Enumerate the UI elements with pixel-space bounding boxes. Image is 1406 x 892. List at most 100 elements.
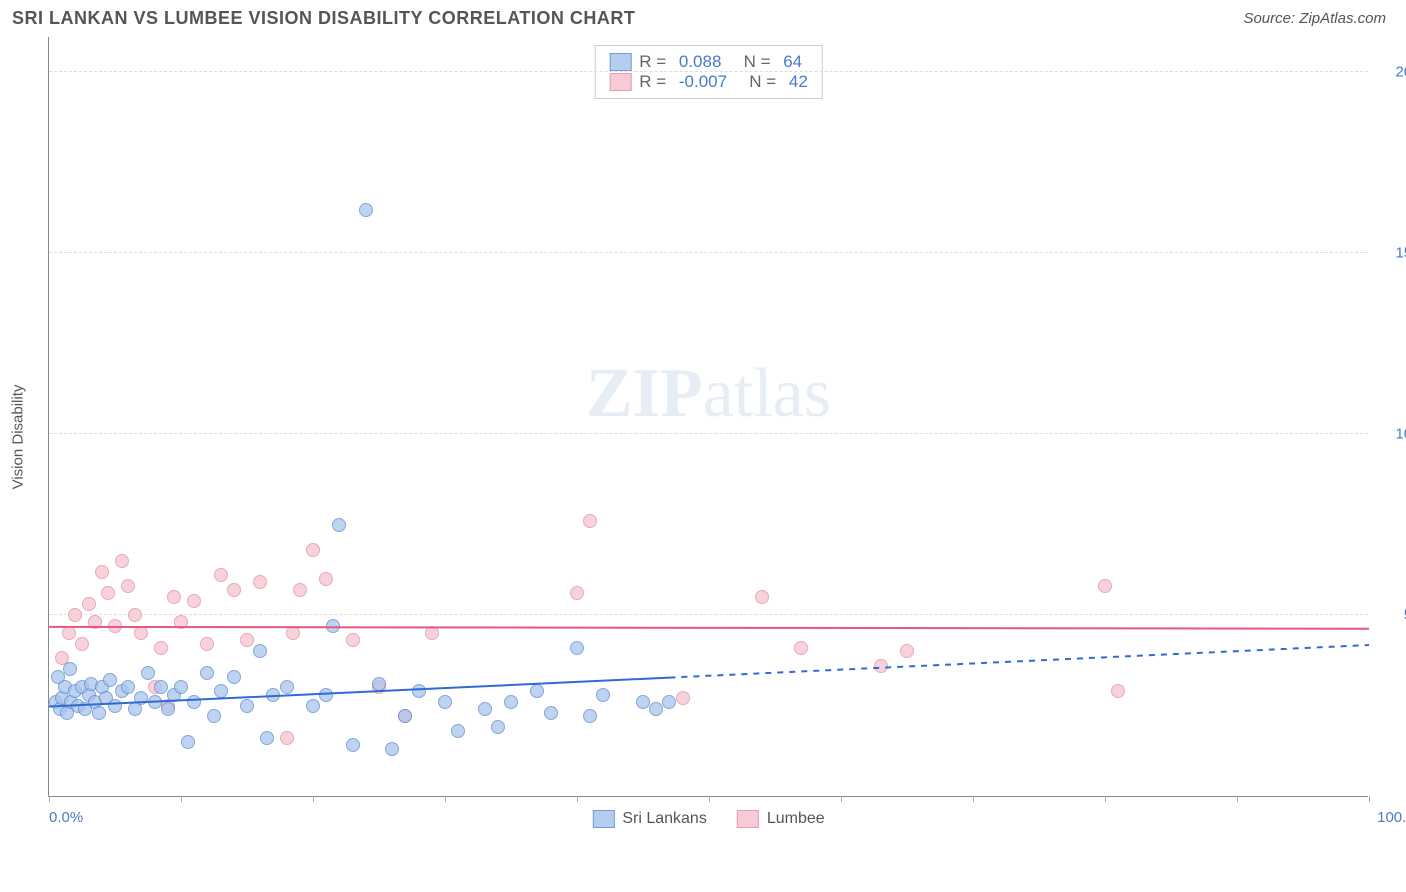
point-blue: [332, 518, 346, 532]
point-pink: [62, 626, 76, 640]
point-blue: [530, 684, 544, 698]
point-blue: [649, 702, 663, 716]
point-blue: [174, 680, 188, 694]
point-blue: [412, 684, 426, 698]
point-blue: [240, 699, 254, 713]
y-tick-label: 10.0%: [1378, 426, 1406, 443]
point-blue: [108, 699, 122, 713]
trendlines: [49, 37, 1369, 797]
point-blue: [326, 619, 340, 633]
point-blue: [154, 680, 168, 694]
series-legend: Sri Lankans Lumbee: [592, 810, 824, 828]
point-blue: [253, 644, 267, 658]
point-blue: [636, 695, 650, 709]
x-tick-mark: [1105, 796, 1106, 802]
x-axis-min-label: 0.0%: [49, 809, 83, 826]
point-pink: [214, 568, 228, 582]
point-blue: [491, 720, 505, 734]
swatch-blue-icon: [609, 53, 631, 71]
y-tick-label: 5.0%: [1378, 607, 1406, 624]
point-pink: [200, 637, 214, 651]
point-pink: [794, 641, 808, 655]
watermark: ZIPatlas: [586, 354, 831, 434]
point-pink: [1098, 579, 1112, 593]
point-pink: [583, 514, 597, 528]
point-blue: [280, 680, 294, 694]
point-blue: [478, 702, 492, 716]
point-blue: [227, 670, 241, 684]
x-tick-mark: [577, 796, 578, 802]
x-tick-mark: [709, 796, 710, 802]
point-blue: [200, 666, 214, 680]
y-axis-label: Vision Disability: [10, 385, 27, 490]
chart-title: SRI LANKAN VS LUMBEE VISION DISABILITY C…: [12, 8, 635, 29]
point-blue: [544, 706, 558, 720]
x-tick-mark: [1237, 796, 1238, 802]
point-pink: [227, 583, 241, 597]
point-blue: [266, 688, 280, 702]
point-pink: [293, 583, 307, 597]
x-axis-max-label: 100.0%: [1377, 809, 1406, 826]
point-pink: [95, 565, 109, 579]
point-pink: [346, 633, 360, 647]
point-pink: [306, 543, 320, 557]
point-pink: [82, 597, 96, 611]
x-tick-mark: [181, 796, 182, 802]
point-pink: [108, 619, 122, 633]
point-pink: [167, 590, 181, 604]
point-blue: [372, 677, 386, 691]
plot-region: ZIPatlas R = 0.088 N = 64 R = -0.007 N =…: [48, 37, 1368, 797]
point-blue: [438, 695, 452, 709]
point-blue: [359, 203, 373, 217]
point-blue: [134, 691, 148, 705]
x-tick-mark: [313, 796, 314, 802]
point-blue: [181, 735, 195, 749]
x-tick-mark: [1369, 796, 1370, 802]
point-blue: [207, 709, 221, 723]
stats-row-pink: R = -0.007 N = 42: [609, 72, 808, 92]
swatch-pink-icon: [737, 810, 759, 828]
point-blue: [346, 738, 360, 752]
point-pink: [68, 608, 82, 622]
point-blue: [319, 688, 333, 702]
point-pink: [280, 731, 294, 745]
point-blue: [214, 684, 228, 698]
point-pink: [874, 659, 888, 673]
gridline: [49, 614, 1368, 615]
chart-area: Vision Disability ZIPatlas R = 0.088 N =…: [48, 37, 1386, 837]
y-tick-label: 15.0%: [1378, 245, 1406, 262]
point-blue: [141, 666, 155, 680]
point-pink: [128, 608, 142, 622]
point-pink: [253, 575, 267, 589]
point-blue: [121, 680, 135, 694]
point-blue: [103, 673, 117, 687]
point-pink: [88, 615, 102, 629]
gridline: [49, 433, 1368, 434]
point-pink: [187, 594, 201, 608]
point-pink: [134, 626, 148, 640]
point-pink: [570, 586, 584, 600]
point-blue: [451, 724, 465, 738]
point-pink: [240, 633, 254, 647]
x-tick-mark: [445, 796, 446, 802]
point-pink: [425, 626, 439, 640]
y-tick-label: 20.0%: [1378, 64, 1406, 81]
legend-item-pink: Lumbee: [737, 810, 825, 828]
point-pink: [75, 637, 89, 651]
point-blue: [583, 709, 597, 723]
point-blue: [92, 706, 106, 720]
legend-item-blue: Sri Lankans: [592, 810, 707, 828]
point-blue: [161, 702, 175, 716]
source-label: Source: ZipAtlas.com: [1243, 10, 1386, 27]
point-pink: [121, 579, 135, 593]
point-blue: [385, 742, 399, 756]
stats-row-blue: R = 0.088 N = 64: [609, 52, 808, 72]
point-pink: [101, 586, 115, 600]
x-tick-mark: [973, 796, 974, 802]
point-pink: [755, 590, 769, 604]
point-blue: [63, 662, 77, 676]
swatch-blue-icon: [592, 810, 614, 828]
point-pink: [115, 554, 129, 568]
point-blue: [260, 731, 274, 745]
point-pink: [900, 644, 914, 658]
